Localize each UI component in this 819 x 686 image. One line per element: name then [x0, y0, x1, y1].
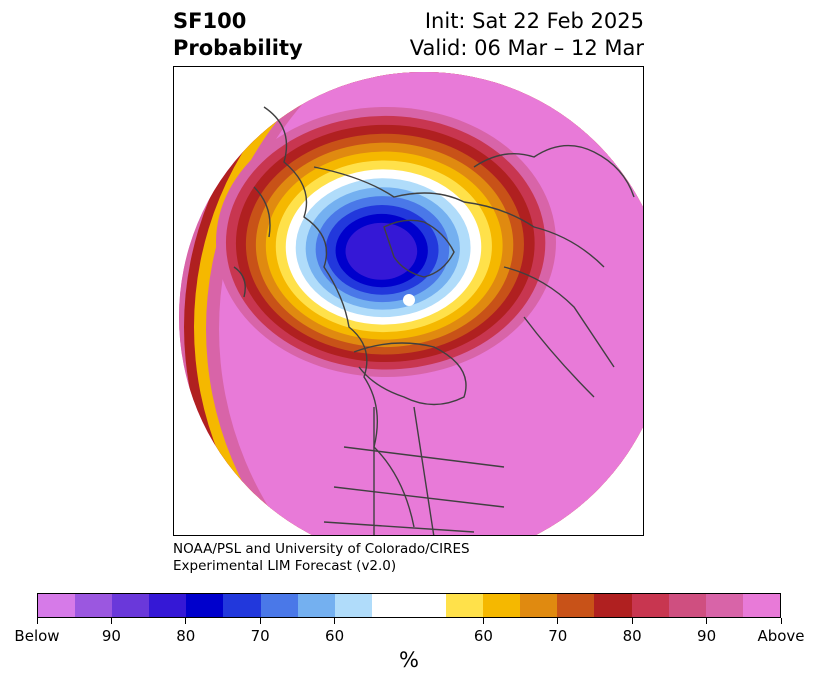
- colorbar-tick-label: Below: [14, 627, 60, 645]
- colorbar-segment: [705, 594, 743, 617]
- colorbar-segment: [408, 594, 447, 617]
- colorbar-segment: [594, 594, 632, 617]
- colorbar-tick: [185, 618, 187, 624]
- colorbar-segment: [297, 594, 335, 617]
- colorbar-tick-label: 80: [176, 627, 196, 645]
- colorbar-tick-label: 60: [325, 627, 345, 645]
- colorbar-tick-label: Above: [757, 627, 805, 645]
- valid-date: Valid: 06 Mar – 12 Mar: [409, 36, 644, 60]
- colorbar-segment: [483, 594, 521, 617]
- date-block: Init: Sat 22 Feb 2025 Valid: 06 Mar – 12…: [410, 8, 644, 62]
- colorbar-tick: [334, 618, 336, 624]
- colorbar-tick: [557, 618, 559, 624]
- colorbar-tick-label: 60: [473, 627, 493, 645]
- colorbar-tick: [36, 618, 38, 624]
- colorbar-segment: [75, 594, 113, 617]
- colorbar-segment: [260, 594, 298, 617]
- product-name: SF100: [173, 9, 247, 33]
- colorbar-tick: [706, 618, 708, 624]
- colorbar-tick-label: 80: [622, 627, 642, 645]
- colorbar-tick-label: 70: [548, 627, 568, 645]
- colorbar-segment: [371, 594, 409, 617]
- colorbar-segment: [557, 594, 595, 617]
- forecast-map: [173, 66, 644, 536]
- init-date: Init: Sat 22 Feb 2025: [424, 9, 644, 33]
- colorbar-tick-label: 90: [697, 627, 717, 645]
- anomaly-contours: [179, 72, 643, 535]
- colorbar-segment: [446, 594, 484, 617]
- colorbar-segment: [668, 594, 706, 617]
- credit-text: NOAA/PSL and University of Colorado/CIRE…: [173, 541, 470, 575]
- pole-marker: [403, 294, 415, 306]
- colorbar-tick: [259, 618, 261, 624]
- colorbar-tick: [631, 618, 633, 624]
- colorbar-tick: [780, 618, 782, 624]
- colorbar-tick: [482, 618, 484, 624]
- colorbar-segment: [149, 594, 187, 617]
- colorbar-unit: %: [399, 648, 419, 672]
- colorbar-segment: [742, 594, 780, 617]
- colorbar-segment: [186, 594, 224, 617]
- map-canvas: [179, 72, 643, 535]
- colorbar-segment: [631, 594, 669, 617]
- colorbar-segment: [112, 594, 150, 617]
- colorbar: [37, 593, 781, 618]
- credit-line-2: Experimental LIM Forecast (v2.0): [173, 558, 397, 574]
- colorbar-segment: [223, 594, 261, 617]
- colorbar-tick-label: 70: [250, 627, 270, 645]
- coastlines: [233, 106, 635, 535]
- contour-ring: [345, 222, 418, 280]
- colorbar-segment: [334, 594, 372, 617]
- colorbar-tick: [110, 618, 112, 624]
- title-block: SF100 Probability: [173, 8, 303, 62]
- credit-line-1: NOAA/PSL and University of Colorado/CIRE…: [173, 541, 470, 557]
- colorbar-segment: [38, 594, 76, 617]
- product-subtitle: Probability: [173, 36, 303, 60]
- colorbar-segment: [520, 594, 558, 617]
- colorbar-tick-label: 90: [101, 627, 121, 645]
